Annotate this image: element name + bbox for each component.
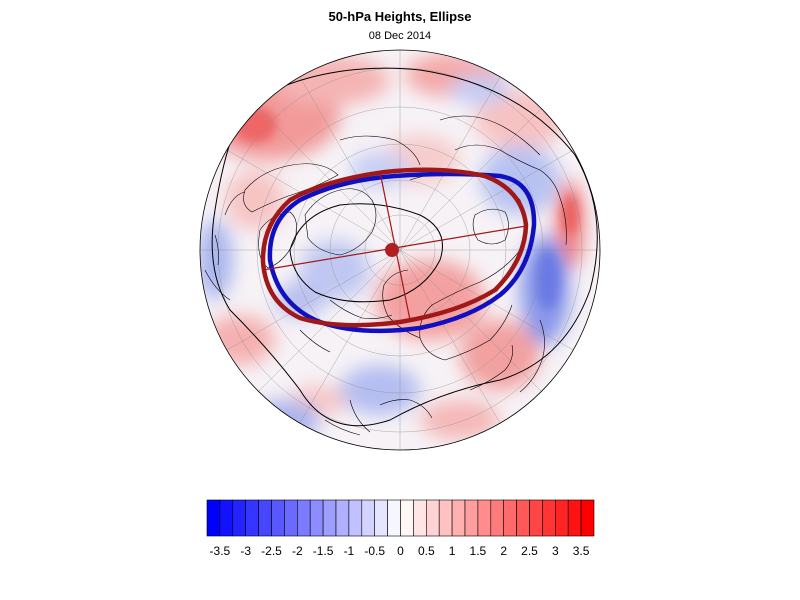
colorbar-box xyxy=(258,499,272,537)
colorbar-tick-label: -0.5 xyxy=(364,544,385,558)
colorbar-box xyxy=(554,499,569,537)
colorbar-tick-label: 2 xyxy=(500,544,507,558)
chart-date: 08 Dec 2014 xyxy=(368,30,432,42)
colorbar-box xyxy=(387,499,401,537)
colorbar-box xyxy=(232,499,247,537)
colorbar-box xyxy=(464,499,479,537)
colorbar-box xyxy=(542,499,556,537)
colorbar-tick-label: -1.5 xyxy=(313,544,334,558)
colorbar-tick-label: -3 xyxy=(240,544,251,558)
colorbar-box xyxy=(529,499,543,537)
colorbar-tick-label: 0.5 xyxy=(418,544,435,558)
colorbar-box xyxy=(413,499,427,537)
colorbar-box xyxy=(361,499,375,537)
colorbar-labels: -3.5 -3 -2.5 -2 -1.5 -1 -0.5 0 0.5 1 1.5 2 2.5 3 3.5 xyxy=(210,544,590,558)
colorbar-box xyxy=(451,499,466,537)
colorbar-tick-label: -2.5 xyxy=(261,544,282,558)
colorbar-box xyxy=(348,499,363,537)
colorbar-box xyxy=(567,499,582,537)
colorbar-box xyxy=(206,499,221,537)
blue-ellipse xyxy=(267,171,537,334)
colorbar-box xyxy=(400,499,414,537)
colorbar-box xyxy=(374,499,388,537)
colorbar-box xyxy=(516,499,530,537)
colorbar-box xyxy=(580,499,595,537)
colorbar-box xyxy=(490,499,504,537)
height-contours xyxy=(211,67,598,427)
chart-title: 50-hPa Heights, Ellipse xyxy=(328,9,472,24)
colorbar-tick-label: 3.5 xyxy=(573,544,590,558)
colorbar-tick-label: -1 xyxy=(344,544,355,558)
colorbar-boxes xyxy=(206,499,595,537)
ellipse-center-dot xyxy=(385,243,399,257)
red-ellipse xyxy=(260,167,529,328)
colorbar-box xyxy=(322,499,337,537)
colorbar-box xyxy=(477,499,492,537)
colorbar-tick-label: -3.5 xyxy=(210,544,231,558)
colorbar-box xyxy=(219,499,234,537)
colorbar-tick-label: 1.5 xyxy=(470,544,487,558)
colorbar-tick-label: 1 xyxy=(449,544,456,558)
colorbar-box xyxy=(296,499,311,537)
colorbar-box xyxy=(284,499,298,537)
colorbar-tick-label: -2 xyxy=(292,544,303,558)
colorbar-box xyxy=(503,499,517,537)
colorbar-box xyxy=(438,499,453,537)
colorbar-box xyxy=(271,499,285,537)
globe-outline xyxy=(199,49,601,451)
colorbar-tick-label: 2.5 xyxy=(521,544,538,558)
colorbar-tick-label: 0 xyxy=(397,544,404,558)
colorbar-box xyxy=(425,499,440,537)
colorbar-tick-label: 3 xyxy=(552,544,559,558)
colorbar-box xyxy=(245,499,259,537)
colorbar-box xyxy=(335,499,350,537)
polar-map xyxy=(199,49,601,451)
colorbar-box xyxy=(309,499,324,537)
